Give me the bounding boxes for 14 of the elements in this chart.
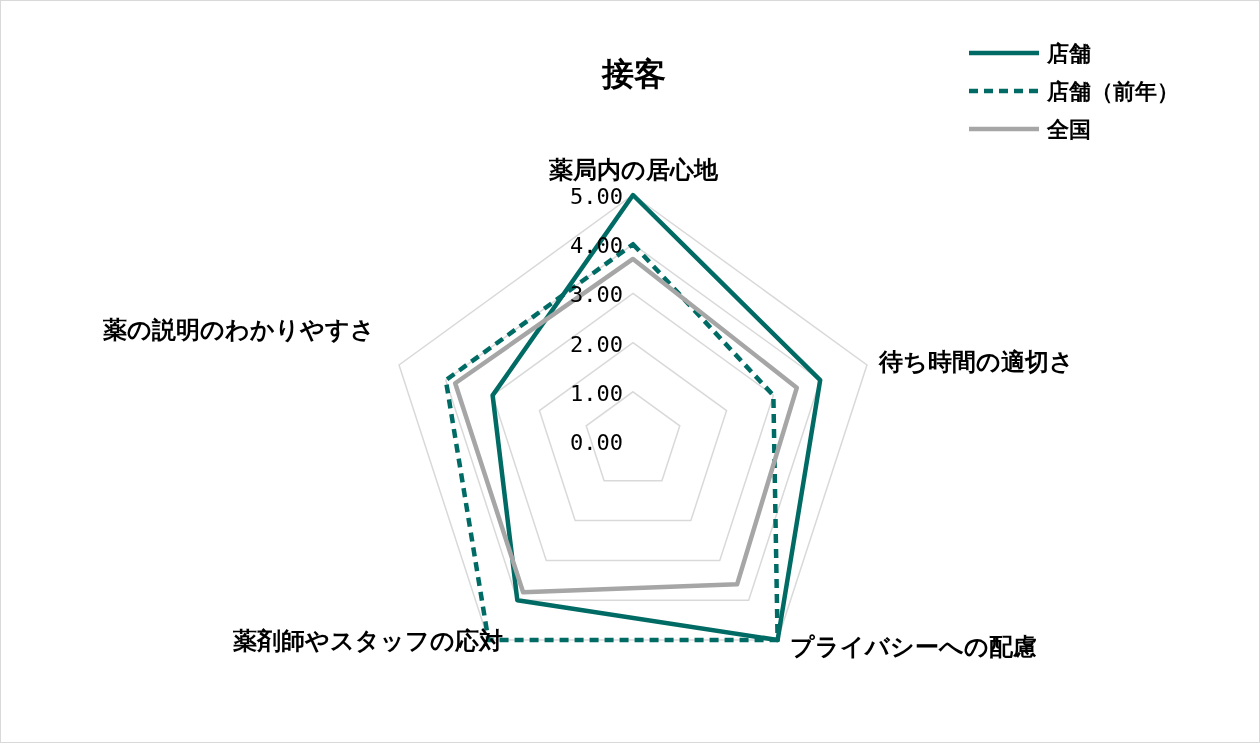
- spoke-label: プライバシーへの配慮: [789, 632, 1038, 663]
- spoke-label: 薬剤師やスタッフの応対: [232, 626, 505, 657]
- spoke-label: 薬の説明のわかりやすさ: [102, 314, 377, 345]
- y-tick-label: 3.00: [570, 282, 623, 308]
- y-tick-label: 5.00: [570, 184, 623, 209]
- y-tick-label: 1.00: [570, 380, 623, 406]
- spoke-label: 薬局内の居心地: [547, 155, 719, 185]
- legend-label: 店舗: [1046, 41, 1091, 66]
- y-tick-label: 2.00: [570, 331, 623, 357]
- legend-label: 全国: [1046, 117, 1091, 142]
- legend-label: 店舗（前年）: [1046, 79, 1179, 104]
- chart-title: 接客: [601, 55, 666, 93]
- spoke-label: 待ち時間の適切さ: [878, 346, 1075, 377]
- y-tick-label: 0.00: [570, 430, 623, 455]
